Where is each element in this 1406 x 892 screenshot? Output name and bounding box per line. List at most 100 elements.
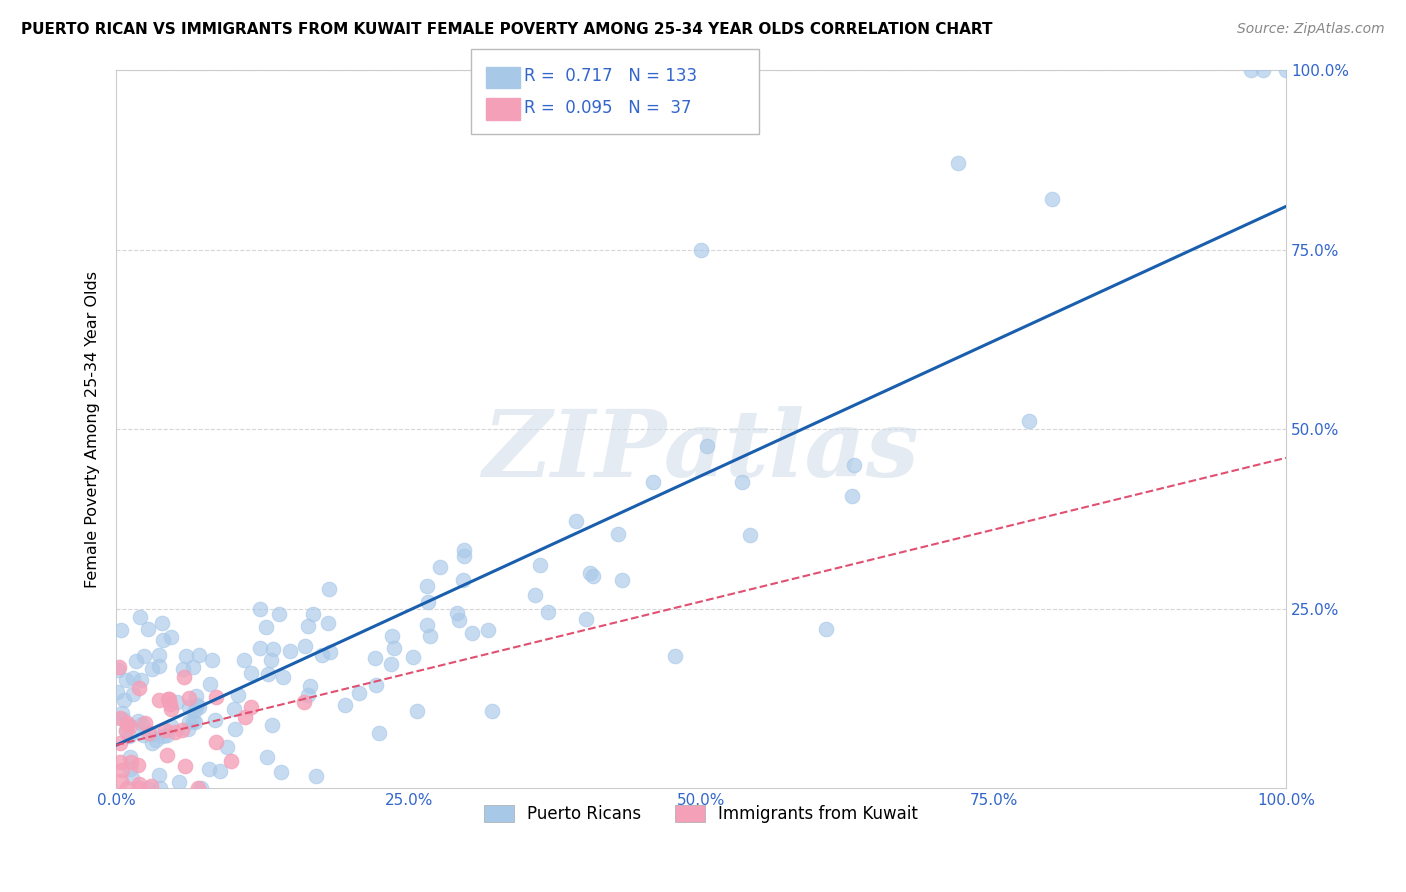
Point [318,582,340,596]
Point [564,514,586,528]
Point [121,687,143,701]
Point [204,713,226,727]
Point [184,689,207,703]
Point [166,695,188,709]
Point [188,648,211,662]
Point [294,639,316,653]
Point [177,700,200,714]
Point [118,719,141,733]
Text: ZIPatlas: ZIPatlas [482,406,920,496]
Point [297,619,319,633]
Point [157,692,180,706]
Point [260,653,283,667]
Point [363,651,385,665]
Point [205,690,228,704]
Point [174,648,197,663]
Point [278,644,301,658]
Point [429,560,451,574]
Point [415,579,437,593]
Point [128,681,150,695]
Point [110,623,132,637]
Point [419,629,441,643]
Point [269,607,291,621]
Point [115,673,138,688]
Point [222,702,245,716]
Point [115,781,138,796]
Point [150,615,173,630]
Point [1040,192,1063,206]
Point [117,716,139,731]
Point [461,626,484,640]
Point [451,573,474,587]
Point [382,641,405,656]
Point [240,700,263,714]
Point [446,606,468,620]
Point [254,620,277,634]
Point [141,779,163,793]
Point [228,688,250,702]
Point [153,723,176,737]
Point [188,699,211,714]
Point [347,686,370,700]
Point [118,729,141,743]
Point [270,764,292,779]
Point [184,715,207,730]
Legend: Puerto Ricans, Immigrants from Kuwait: Puerto Ricans, Immigrants from Kuwait [478,798,925,830]
Point [579,566,602,580]
Point [233,710,256,724]
Point [169,775,191,789]
Point [537,605,560,619]
Point [112,693,135,707]
Point [948,156,970,170]
Point [173,669,195,683]
Point [477,623,499,637]
Point [134,716,156,731]
Point [260,718,283,732]
Point [1018,414,1040,428]
Point [115,723,138,738]
Point [160,630,183,644]
Point [138,725,160,739]
Point [406,704,429,718]
Point [107,684,129,698]
Point [163,724,186,739]
Y-axis label: Female Poverty Among 25-34 Year Olds: Female Poverty Among 25-34 Year Olds [86,270,100,588]
Point [181,660,204,674]
Point [217,739,239,754]
Point [690,243,713,257]
Point [141,662,163,676]
Point [128,777,150,791]
Point [149,781,172,796]
Point [187,781,209,796]
Point [204,735,226,749]
Point [152,729,174,743]
Point [333,698,356,712]
Point [159,719,181,733]
Point [402,649,425,664]
Point [177,722,200,736]
Point [120,755,142,769]
Point [177,715,200,730]
Point [128,781,150,796]
Point [129,610,152,624]
Point [224,722,246,736]
Point [249,640,271,655]
Point [183,703,205,717]
Point [186,698,208,713]
Point [610,573,633,587]
Point [181,714,204,728]
Point [110,736,132,750]
Point [111,706,134,721]
Point [156,747,179,762]
Point [292,694,315,708]
Point [190,781,212,796]
Point [271,670,294,684]
Point [1240,63,1263,78]
Point [111,764,134,778]
Point [107,663,129,677]
Point [257,667,280,681]
Point [249,602,271,616]
Point [129,673,152,688]
Point [156,691,179,706]
Point [319,645,342,659]
